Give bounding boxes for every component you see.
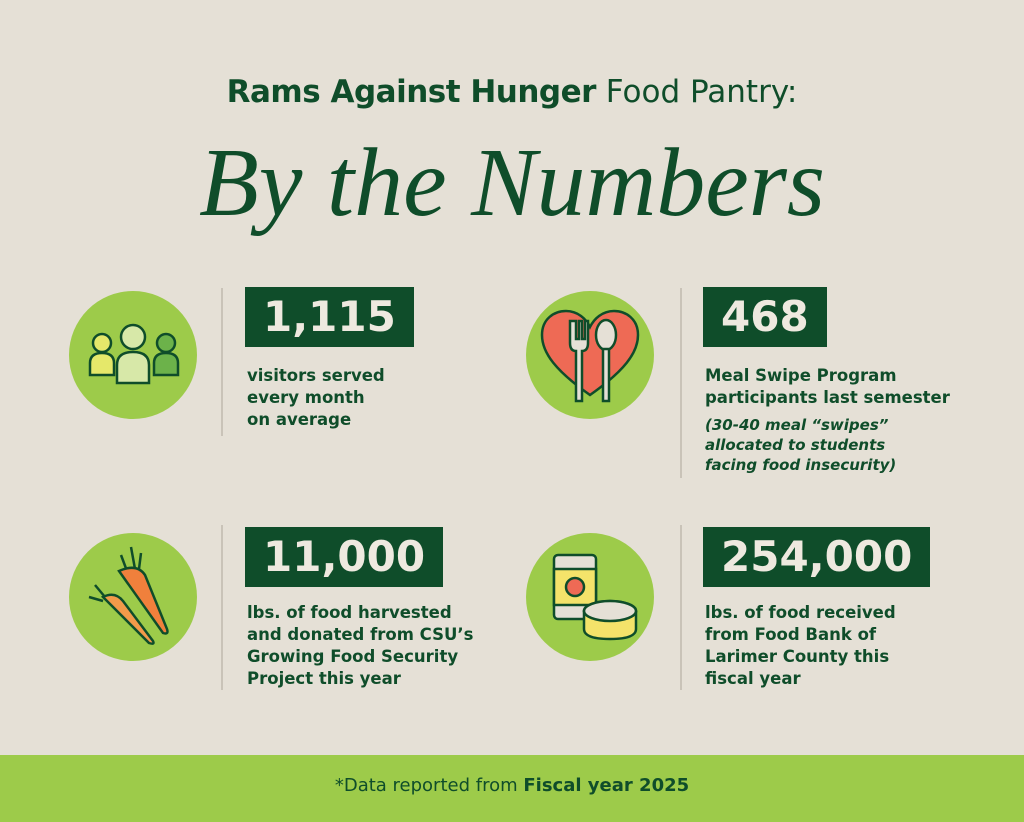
stat-description: lbs. of food harvested and donated from … <box>247 602 473 690</box>
heart-icon <box>540 309 640 403</box>
stat-number: 254,000 <box>703 527 931 587</box>
people-icon <box>88 323 180 385</box>
desc-line: lbs. of food received <box>705 603 896 622</box>
desc-line: Growing Food Security <box>247 647 459 666</box>
stat-number: 11,000 <box>245 527 444 587</box>
stat-number: 1,115 <box>245 287 414 347</box>
desc-line: fiscal year <box>705 669 801 688</box>
desc-line: every month <box>247 388 365 407</box>
icon-circle <box>526 533 654 661</box>
divider <box>680 288 682 478</box>
title-light: Food Pantry: <box>605 74 798 110</box>
desc-line: Larimer County this <box>705 647 890 666</box>
stat-note: (30-40 meal “swipes” allocated to studen… <box>705 415 950 475</box>
header: Rams Against Hunger Food Pantry: <box>0 74 1024 110</box>
desc-line: visitors served <box>247 366 385 385</box>
desc-line: on average <box>247 410 352 429</box>
note-line: (30-40 meal “swipes” <box>705 416 889 434</box>
desc-line: lbs. of food harvested <box>247 603 452 622</box>
desc-line: and donated from CSU’s <box>247 625 474 644</box>
stat-number: 468 <box>703 287 827 347</box>
footer: *Data reported from Fiscal year 2025 <box>0 755 1024 822</box>
subtitle: By the Numbers <box>199 129 825 237</box>
icon-circle <box>526 291 654 419</box>
note-line: allocated to students <box>705 436 886 454</box>
stat-description: visitors served every month on average <box>247 365 385 431</box>
desc-line: participants last semester <box>705 388 950 407</box>
divider <box>221 288 223 436</box>
footer-bold: Fiscal year 2025 <box>523 775 690 796</box>
cans-icon <box>552 553 638 641</box>
stat-description: Meal Swipe Program participants last sem… <box>705 365 950 475</box>
note-line: facing food insecurity) <box>705 456 897 474</box>
divider <box>221 525 223 690</box>
icon-circle <box>69 533 197 661</box>
desc-line: from Food Bank of <box>705 625 877 644</box>
icon-circle <box>69 291 197 419</box>
stat-description: lbs. of food received from Food Bank of … <box>705 602 896 690</box>
desc-line: Meal Swipe Program <box>705 366 897 385</box>
carrot-icon <box>88 546 169 645</box>
desc-line: Project this year <box>247 669 401 688</box>
footer-text: *Data reported from <box>334 775 518 796</box>
title-bold: Rams Against Hunger <box>226 74 597 110</box>
divider <box>680 525 682 690</box>
